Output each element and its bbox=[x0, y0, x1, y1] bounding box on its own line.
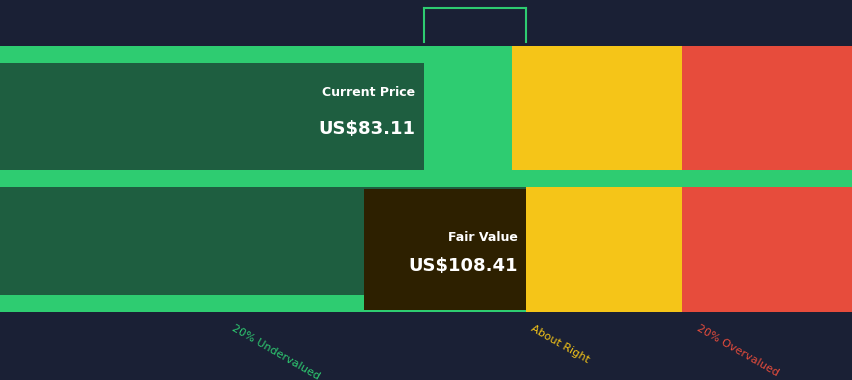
Bar bbox=[0, 294, 526, 312]
Bar bbox=[0, 46, 511, 170]
Bar bbox=[511, 46, 682, 170]
Text: 20% Overvalued: 20% Overvalued bbox=[694, 323, 780, 378]
Text: About Right: About Right bbox=[528, 323, 590, 364]
Bar bbox=[0, 170, 852, 187]
Bar bbox=[0, 187, 526, 294]
Bar bbox=[0, 63, 423, 170]
Text: 20% Undervalued: 20% Undervalued bbox=[230, 323, 321, 380]
Bar bbox=[511, 187, 682, 312]
Bar bbox=[682, 46, 852, 170]
Bar bbox=[0, 187, 511, 312]
Bar bbox=[0, 46, 423, 63]
Bar bbox=[364, 189, 526, 310]
Text: Fair Value: Fair Value bbox=[447, 231, 517, 244]
Text: Current Price: Current Price bbox=[322, 86, 415, 99]
Text: US$108.41: US$108.41 bbox=[408, 257, 517, 275]
Bar bbox=[682, 187, 852, 312]
Text: US$83.11: US$83.11 bbox=[318, 120, 415, 138]
